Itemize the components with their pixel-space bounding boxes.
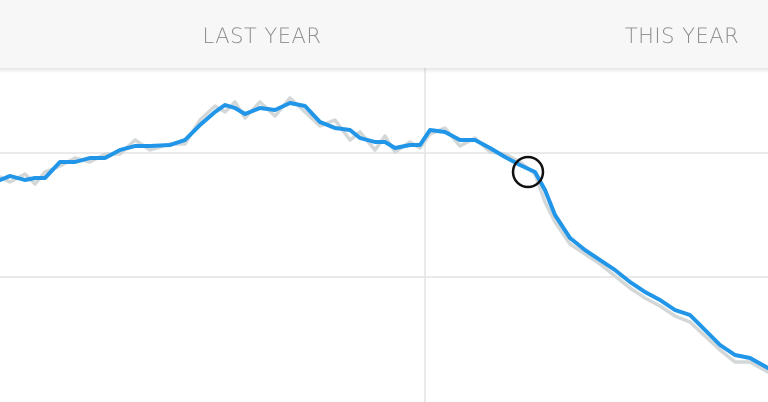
position-marker [511, 155, 545, 189]
line [0, 101, 768, 370]
grid [0, 68, 768, 402]
line [0, 96, 768, 374]
lines [0, 96, 768, 374]
tab-this-year[interactable]: THIS YEAR [625, 24, 739, 48]
tab-last-year[interactable]: LAST YEAR [203, 24, 322, 48]
header [0, 0, 768, 68]
